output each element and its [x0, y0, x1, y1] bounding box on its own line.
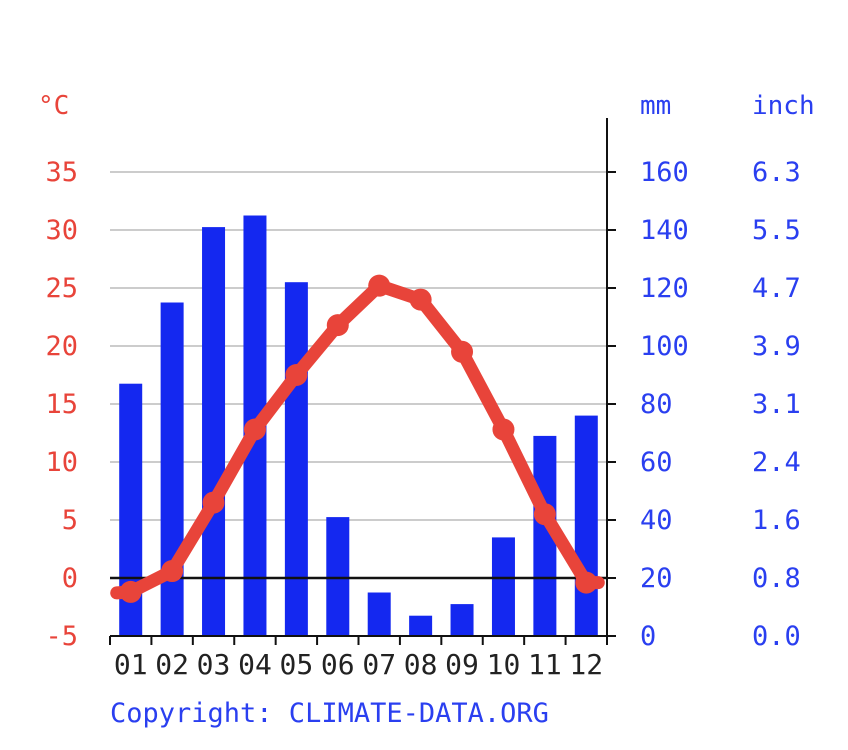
temperature-point [492, 418, 515, 441]
y-left-tick-label: 5 [62, 505, 78, 536]
y-right-inch-tick-label: 4.7 [752, 273, 801, 304]
precipitation-bar [491, 537, 515, 636]
y-right-inch-tick-label: 3.9 [752, 331, 801, 362]
precipitation-bar [450, 604, 474, 636]
y-right-mm-tick-label: 40 [640, 505, 673, 536]
temperature-point [326, 314, 349, 337]
y-right-mm-tick-label: 80 [640, 389, 673, 420]
y-right-inch-tick-label: 0.8 [752, 563, 801, 594]
x-tick-label: 08 [404, 648, 438, 681]
temperature-point [243, 418, 266, 441]
temperature-point [409, 288, 432, 311]
y-right-mm-tick-label: 120 [640, 273, 689, 304]
y-right-mm-tick-label: 160 [640, 157, 689, 188]
y-right-inch-tick-label: 1.6 [752, 505, 801, 536]
temperature-point [202, 491, 225, 514]
x-tick-label: 06 [321, 648, 355, 681]
y-right-mm-tick-label: 0 [640, 621, 656, 652]
precipitation-bar [284, 282, 308, 636]
y-right-inch-tick-label: 0.0 [752, 621, 801, 652]
x-tick-label: 09 [445, 648, 479, 681]
precipitation-bar [326, 517, 350, 636]
temperature-series-line [110, 279, 605, 600]
x-tick-label: 04 [238, 648, 272, 681]
y-left-tick-label: 25 [45, 273, 78, 304]
y-left-tick-label: 30 [45, 215, 78, 246]
temperature-point [285, 364, 308, 386]
temperature-point [533, 503, 556, 526]
y-right-mm-tick-label: 140 [640, 215, 689, 246]
y-left-tick-label: -5 [45, 621, 78, 652]
temperature-point [161, 560, 184, 583]
x-tick-label: 10 [487, 648, 521, 681]
precipitation-bar [119, 383, 143, 636]
y-left-tick-label: 35 [45, 157, 78, 188]
temperature-point [119, 580, 142, 603]
x-tick-label: 05 [280, 648, 314, 681]
precipitation-bar [160, 302, 184, 636]
unit-inch-label: inch [752, 91, 815, 121]
unit-mm-label: mm [640, 91, 671, 121]
y-right-mm-tick-label: 20 [640, 563, 673, 594]
y-left-tick-label: 0 [62, 563, 78, 594]
precipitation-bar [367, 592, 391, 636]
y-left-tick-label: 10 [45, 447, 78, 478]
y-left-tick-label: 20 [45, 331, 78, 362]
grid-lines [110, 171, 607, 521]
x-tick-label: 12 [569, 648, 603, 681]
copyright-text: Copyright: CLIMATE-DATA.ORG [110, 698, 549, 729]
temperature-point [368, 274, 391, 297]
x-tick-label: 07 [362, 648, 396, 681]
y-left-tick-label: 15 [45, 389, 78, 420]
x-tick-label: 11 [528, 648, 562, 681]
axes [109, 118, 616, 645]
temperature-point [451, 340, 474, 363]
x-tick-label: 02 [155, 648, 189, 681]
precipitation-bar [533, 435, 557, 636]
tick-labels: -5051015202530350204060801001201401600.0… [45, 157, 800, 681]
x-tick-label: 03 [197, 648, 231, 681]
y-right-mm-tick-label: 60 [640, 447, 673, 478]
x-tick-label: 01 [114, 648, 148, 681]
y-right-inch-tick-label: 3.1 [752, 389, 801, 420]
precipitation-bar [202, 227, 226, 636]
precipitation-bar [409, 615, 433, 636]
y-right-mm-tick-label: 100 [640, 331, 689, 362]
precipitation-bars [119, 215, 598, 636]
y-right-inch-tick-label: 2.4 [752, 447, 801, 478]
temperature-line [110, 274, 605, 603]
precipitation-bar [574, 415, 598, 636]
unit-celsius-label: °C [38, 91, 69, 121]
y-right-inch-tick-label: 6.3 [752, 157, 801, 188]
temperature-point [575, 571, 598, 594]
y-right-inch-tick-label: 5.5 [752, 215, 801, 246]
